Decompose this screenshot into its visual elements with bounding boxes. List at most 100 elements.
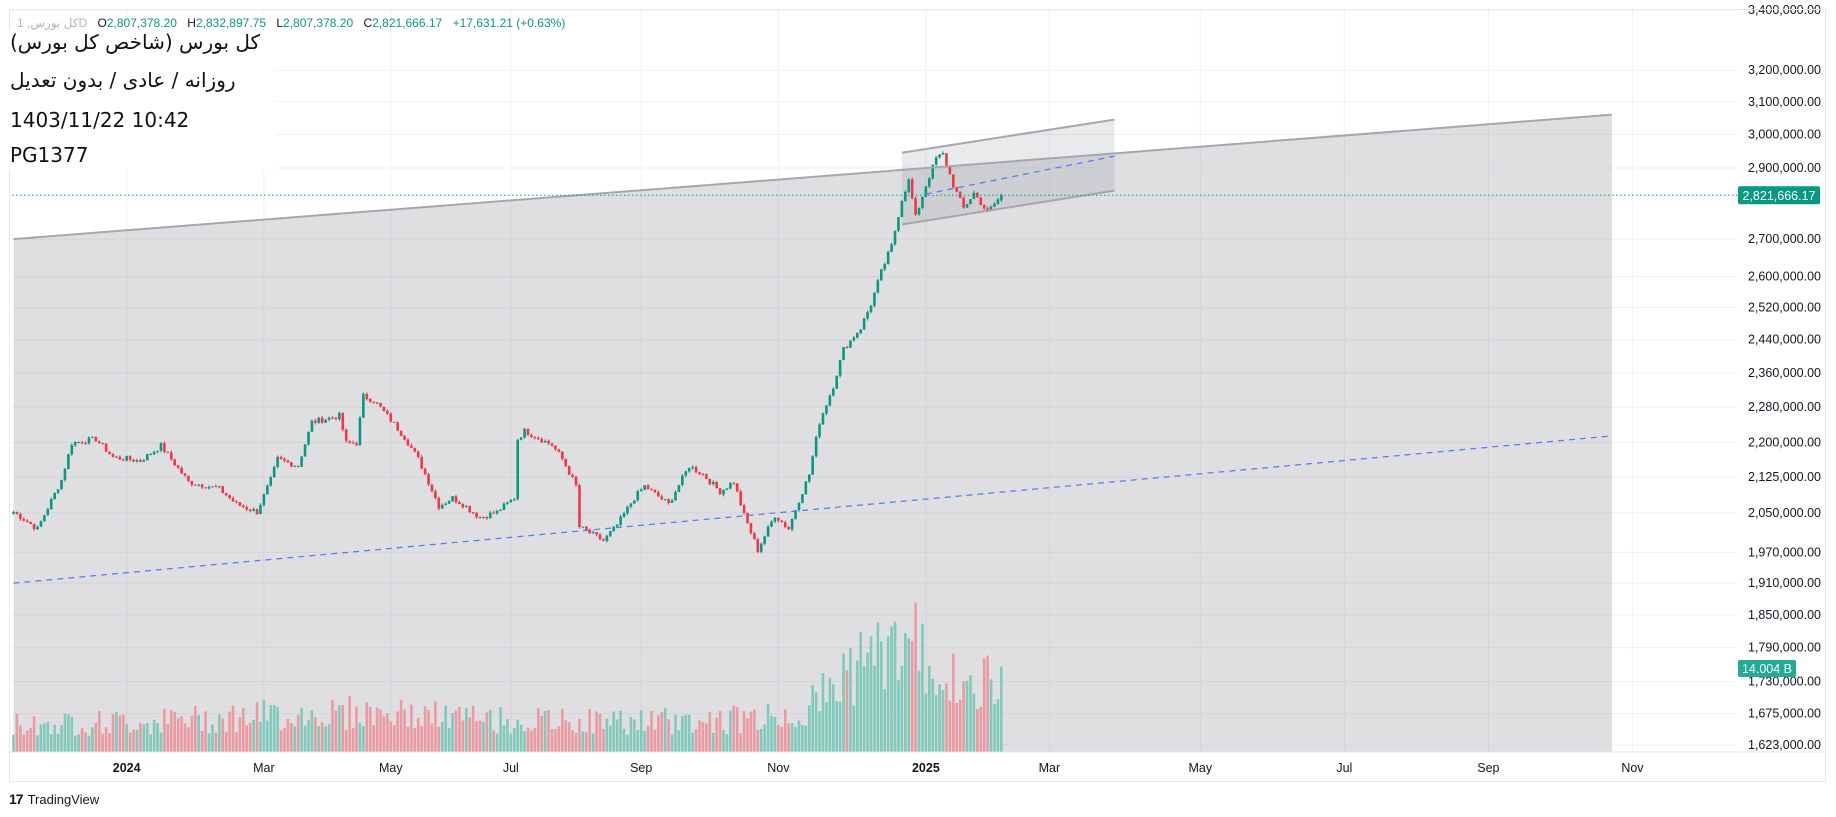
candle-body	[547, 440, 550, 444]
overlay-subtitle: روزانه / عادی / بدون تعدیل	[10, 68, 236, 92]
candle	[910, 177, 914, 200]
candle	[883, 262, 887, 272]
candle-body	[986, 208, 989, 211]
volume-bar	[145, 722, 149, 752]
candle-body	[643, 485, 646, 490]
candle-body	[36, 526, 39, 530]
main-channel-top-line[interactable]	[13, 113, 1612, 241]
candle-body	[972, 192, 976, 200]
candle-body	[262, 494, 266, 506]
volume-bar	[619, 710, 622, 752]
candle	[759, 542, 763, 554]
candle-body	[605, 535, 609, 541]
candle-body	[471, 512, 475, 514]
candle-body	[145, 454, 149, 461]
volume-bar	[197, 715, 201, 752]
candle	[12, 510, 15, 515]
volume-bar	[969, 675, 972, 752]
candle-body	[619, 516, 622, 525]
volume-bar	[585, 732, 588, 752]
candle	[849, 340, 852, 349]
volume-bar	[118, 715, 122, 752]
candle	[722, 489, 725, 497]
volume-bar	[917, 670, 921, 752]
volume-bar	[128, 732, 132, 752]
candle-body	[104, 443, 108, 452]
candle-body	[955, 187, 959, 192]
drawing-lines[interactable]	[13, 113, 1612, 584]
tradingview-logo[interactable]: 17 TradingView	[9, 791, 99, 807]
candle-body	[255, 509, 259, 515]
volume-bar	[869, 636, 873, 752]
candle-body	[365, 393, 369, 400]
volume-bar	[766, 703, 770, 752]
candle-body	[56, 489, 60, 493]
candle	[893, 230, 897, 246]
volume-bar	[190, 715, 194, 752]
volume-bar	[77, 734, 80, 752]
candle-body	[132, 459, 135, 462]
candle	[379, 402, 382, 408]
small-channel-top-line[interactable]	[901, 118, 1115, 154]
volume-bar	[91, 727, 94, 752]
candle	[279, 455, 283, 460]
candle	[372, 401, 375, 404]
candle-body	[125, 456, 128, 461]
volume-bar	[780, 726, 784, 752]
candle-body	[862, 318, 866, 330]
volume-bar	[416, 717, 420, 752]
candle	[952, 174, 955, 188]
candle	[663, 498, 667, 501]
small-channel-bottom-line[interactable]	[901, 189, 1115, 226]
volume-bar	[307, 719, 310, 752]
candle	[643, 484, 646, 491]
candle-body	[338, 412, 341, 420]
candle	[56, 489, 60, 494]
candle-body	[427, 474, 430, 485]
volume-bar	[934, 695, 938, 752]
candle	[612, 526, 616, 532]
price-axis[interactable]: 3,400,000.00 3,200,000.00 3,100,000.00 3,00…	[1748, 3, 1821, 752]
candle	[879, 268, 883, 282]
volume-bar	[434, 701, 437, 752]
volume-bar	[804, 725, 808, 752]
candle	[245, 505, 249, 512]
candle-body	[379, 402, 382, 407]
candle-body	[540, 439, 544, 443]
candle	[804, 481, 808, 495]
candle-body	[39, 521, 43, 527]
candle	[777, 517, 780, 523]
candle-body	[533, 437, 537, 439]
candle	[780, 519, 784, 523]
volume-bar	[835, 701, 838, 752]
candle-body	[108, 451, 111, 455]
volume-bar	[399, 699, 403, 752]
overlay-code: PG1377	[10, 143, 89, 167]
candle-body	[49, 498, 53, 509]
candle-body	[224, 492, 228, 496]
candle	[533, 436, 537, 440]
candle	[581, 526, 585, 529]
main-channel-dashed-line[interactable]	[13, 435, 1612, 584]
volume-bar	[183, 723, 187, 752]
volume-bar	[53, 724, 56, 752]
candle	[962, 196, 965, 209]
candles	[12, 151, 1003, 554]
volume-bar	[286, 718, 290, 752]
volume-bar	[828, 677, 832, 752]
candle	[814, 435, 818, 458]
candle	[355, 441, 358, 446]
candle-body	[982, 204, 986, 209]
last-price-label: 2,821,666.17	[1743, 189, 1816, 203]
volume-bar	[334, 710, 338, 752]
candle	[300, 455, 303, 468]
volume-bar	[358, 722, 362, 752]
candle	[204, 487, 207, 489]
time-axis[interactable]: 2024 Mar May Jul Sep Nov 2025 Mar May Jul Sep Nov	[113, 761, 1645, 775]
candle	[783, 520, 787, 529]
candle	[214, 484, 218, 488]
candle	[447, 500, 451, 505]
candle-body	[653, 489, 657, 493]
price-tick-label: 2,900,000.00	[1748, 161, 1821, 175]
